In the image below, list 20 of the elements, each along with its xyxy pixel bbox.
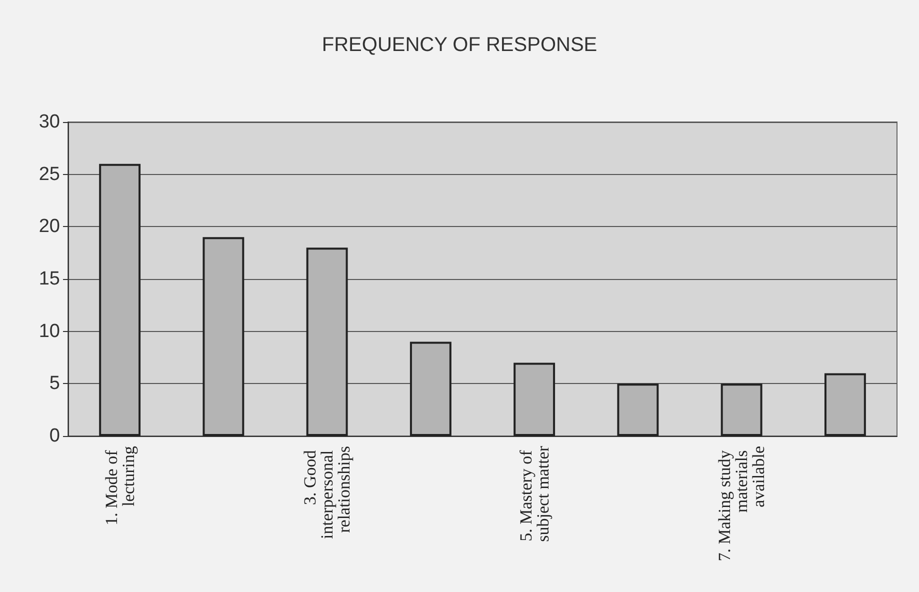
- bar: [617, 384, 659, 436]
- x-tick-label: 7. Making study materials available: [715, 446, 768, 562]
- y-tick-label: 5: [49, 373, 60, 394]
- x-tick-label: 1. Mode of lecturing: [102, 446, 138, 526]
- y-tick-label: 30: [38, 112, 60, 132]
- x-tick-label: 3. Good interpersonal relationships: [300, 446, 354, 539]
- y-tick-label: 0: [49, 426, 60, 446]
- bar: [824, 373, 866, 436]
- bar: [306, 248, 348, 436]
- x-tick-label: 5. Mastery of subject matter: [516, 446, 552, 542]
- chart-title: FREQUENCY OF RESPONSE: [322, 34, 598, 56]
- y-tick-label: 25: [38, 164, 60, 185]
- bar: [99, 164, 141, 436]
- bar: [410, 342, 452, 436]
- y-tick-label: 10: [38, 320, 60, 342]
- bar: [514, 362, 556, 436]
- bar: [720, 384, 762, 436]
- y-tick-label: 20: [38, 216, 60, 238]
- y-tick-label: 15: [38, 268, 60, 290]
- bar: [202, 237, 244, 436]
